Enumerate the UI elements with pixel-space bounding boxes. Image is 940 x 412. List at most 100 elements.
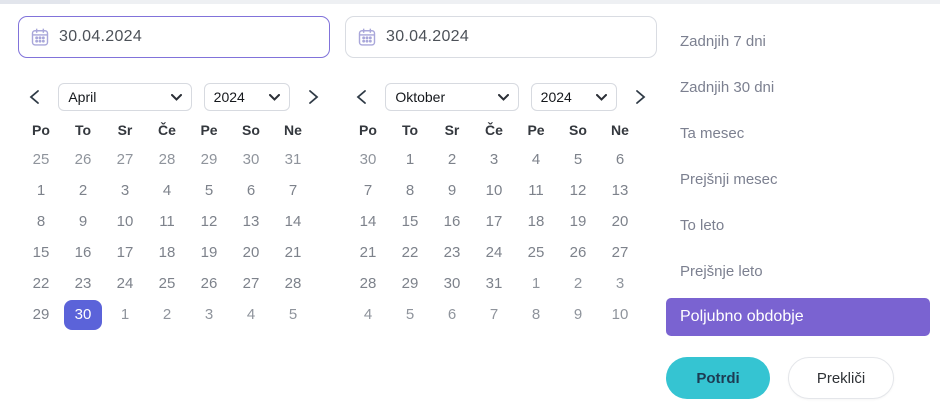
- day-cell[interactable]: 25: [515, 237, 557, 268]
- confirm-button[interactable]: Potrdi: [666, 357, 770, 399]
- day-cell[interactable]: 10: [599, 299, 641, 330]
- next-month-button[interactable]: [628, 84, 654, 110]
- day-cell[interactable]: 27: [104, 144, 146, 175]
- day-cell[interactable]: 20: [230, 237, 272, 268]
- day-cell[interactable]: 10: [104, 206, 146, 237]
- day-cell[interactable]: 4: [515, 144, 557, 175]
- day-cell[interactable]: 29: [20, 299, 62, 330]
- cancel-button[interactable]: Prekliči: [788, 357, 894, 399]
- day-cell[interactable]: 30: [347, 144, 389, 175]
- day-cell[interactable]: 1: [20, 175, 62, 206]
- day-cell[interactable]: 28: [272, 268, 314, 299]
- month-select[interactable]: April: [58, 83, 193, 111]
- day-cell[interactable]: 8: [515, 299, 557, 330]
- day-cell[interactable]: 20: [599, 206, 641, 237]
- day-cell[interactable]: 21: [347, 237, 389, 268]
- preset-item[interactable]: To leto: [680, 216, 725, 234]
- day-cell[interactable]: 26: [557, 237, 599, 268]
- day-cell[interactable]: 1: [389, 144, 431, 175]
- prev-month-button[interactable]: [21, 84, 47, 110]
- day-cell[interactable]: 14: [347, 206, 389, 237]
- day-cell[interactable]: 26: [188, 268, 230, 299]
- day-cell[interactable]: 26: [62, 144, 104, 175]
- day-cell[interactable]: 6: [230, 175, 272, 206]
- day-cell[interactable]: 1: [104, 299, 146, 330]
- day-cell[interactable]: 2: [146, 299, 188, 330]
- day-cell[interactable]: 28: [146, 144, 188, 175]
- day-cell[interactable]: 19: [557, 206, 599, 237]
- day-cell[interactable]: 10: [473, 175, 515, 206]
- day-cell[interactable]: 2: [62, 175, 104, 206]
- preset-item[interactable]: Zadnjih 7 dni: [680, 32, 766, 50]
- preset-item[interactable]: Zadnjih 30 dni: [680, 78, 775, 96]
- day-cell[interactable]: 8: [389, 175, 431, 206]
- day-cell[interactable]: 24: [473, 237, 515, 268]
- day-cell[interactable]: 5: [557, 144, 599, 175]
- day-cell[interactable]: 8: [20, 206, 62, 237]
- day-cell[interactable]: 6: [431, 299, 473, 330]
- day-cell[interactable]: 28: [347, 268, 389, 299]
- day-cell[interactable]: 15: [20, 237, 62, 268]
- day-cell[interactable]: 25: [20, 144, 62, 175]
- day-cell[interactable]: 3: [473, 144, 515, 175]
- preset-item[interactable]: Prejšnje leto: [680, 262, 763, 280]
- day-cell[interactable]: 5: [389, 299, 431, 330]
- day-cell[interactable]: 17: [104, 237, 146, 268]
- day-cell[interactable]: 7: [347, 175, 389, 206]
- day-cell[interactable]: 12: [557, 175, 599, 206]
- preset-item[interactable]: Prejšnji mesec: [680, 170, 778, 188]
- day-cell[interactable]: 12: [188, 206, 230, 237]
- day-cell[interactable]: 9: [431, 175, 473, 206]
- year-select[interactable]: 2024: [530, 83, 617, 111]
- day-cell[interactable]: 22: [20, 268, 62, 299]
- day-cell[interactable]: 11: [515, 175, 557, 206]
- day-cell[interactable]: 4: [230, 299, 272, 330]
- start-date-input[interactable]: 30.04.2024: [18, 16, 330, 58]
- day-cell[interactable]: 30: [431, 268, 473, 299]
- day-cell[interactable]: 13: [230, 206, 272, 237]
- day-cell[interactable]: 18: [146, 237, 188, 268]
- day-cell[interactable]: 19: [188, 237, 230, 268]
- day-cell[interactable]: 4: [347, 299, 389, 330]
- day-cell[interactable]: 3: [599, 268, 641, 299]
- next-month-button[interactable]: [301, 84, 327, 110]
- day-cell[interactable]: 11: [146, 206, 188, 237]
- day-cell-selected[interactable]: 30: [62, 299, 104, 330]
- day-cell[interactable]: 15: [389, 206, 431, 237]
- day-cell[interactable]: 7: [272, 175, 314, 206]
- day-cell[interactable]: 25: [146, 268, 188, 299]
- day-cell[interactable]: 6: [599, 144, 641, 175]
- month-select[interactable]: Oktober: [385, 83, 520, 111]
- prev-month-button[interactable]: [348, 84, 374, 110]
- day-cell[interactable]: 4: [146, 175, 188, 206]
- day-cell[interactable]: 22: [389, 237, 431, 268]
- day-cell[interactable]: 5: [188, 175, 230, 206]
- day-cell[interactable]: 3: [104, 175, 146, 206]
- day-cell[interactable]: 3: [188, 299, 230, 330]
- day-cell[interactable]: 29: [389, 268, 431, 299]
- day-cell[interactable]: 30: [230, 144, 272, 175]
- day-cell[interactable]: 5: [272, 299, 314, 330]
- day-cell[interactable]: 13: [599, 175, 641, 206]
- day-cell[interactable]: 2: [431, 144, 473, 175]
- day-cell[interactable]: 23: [431, 237, 473, 268]
- day-cell[interactable]: 24: [104, 268, 146, 299]
- day-cell[interactable]: 17: [473, 206, 515, 237]
- day-cell[interactable]: 31: [272, 144, 314, 175]
- day-cell[interactable]: 2: [557, 268, 599, 299]
- day-cell[interactable]: 21: [272, 237, 314, 268]
- preset-item-active[interactable]: Poljubno obdobje: [666, 298, 930, 336]
- day-cell[interactable]: 7: [473, 299, 515, 330]
- day-cell[interactable]: 31: [473, 268, 515, 299]
- day-cell[interactable]: 1: [515, 268, 557, 299]
- day-cell[interactable]: 9: [62, 206, 104, 237]
- preset-item[interactable]: Ta mesec: [680, 124, 745, 142]
- day-cell[interactable]: 27: [230, 268, 272, 299]
- end-date-input[interactable]: 30.04.2024: [345, 16, 657, 58]
- day-cell[interactable]: 16: [431, 206, 473, 237]
- day-cell[interactable]: 18: [515, 206, 557, 237]
- day-cell[interactable]: 29: [188, 144, 230, 175]
- day-cell[interactable]: 16: [62, 237, 104, 268]
- day-cell[interactable]: 14: [272, 206, 314, 237]
- day-cell[interactable]: 27: [599, 237, 641, 268]
